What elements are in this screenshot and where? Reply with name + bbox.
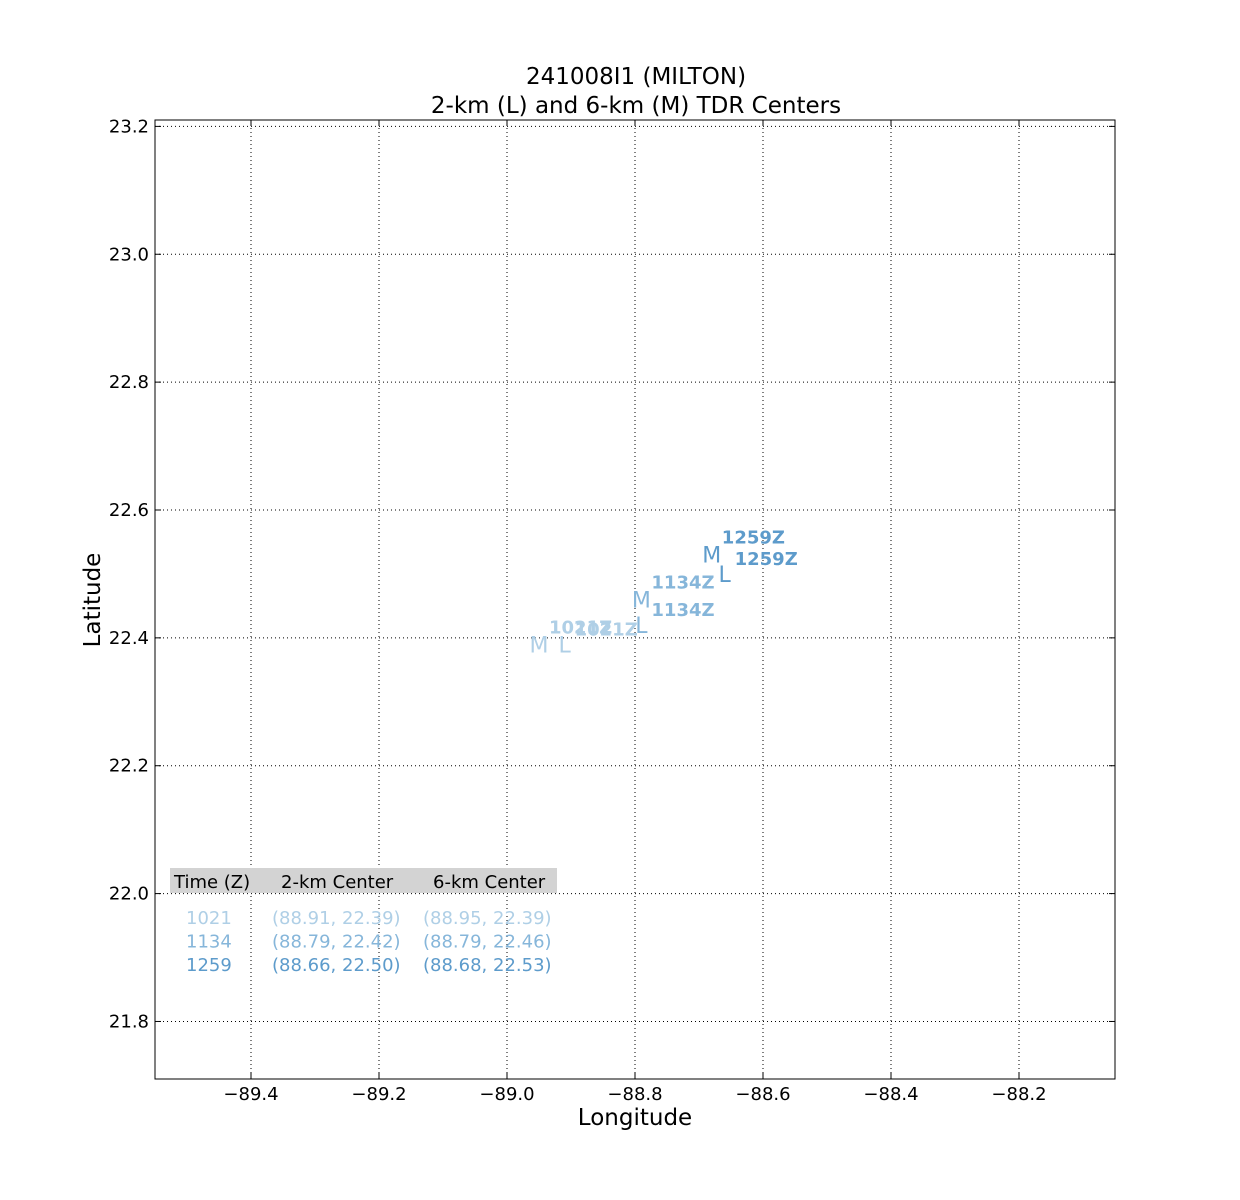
- chart-subtitle: 2-km (L) and 6-km (M) TDR Centers: [431, 93, 841, 119]
- six-km-center-marker: M: [632, 589, 651, 614]
- table-cell-time: 1021: [186, 908, 232, 929]
- two-km-time-label: 1259Z: [735, 549, 798, 570]
- y-tick-label: 22.6: [109, 500, 149, 521]
- plot-frame: [154, 119, 1116, 1080]
- six-km-time-label: 1134Z: [651, 573, 714, 594]
- y-tick-label: 23.0: [109, 244, 149, 265]
- table-header-background: [170, 868, 557, 893]
- table-header-cell: Time (Z): [173, 872, 250, 893]
- y-tick-label: 22.2: [109, 756, 149, 777]
- y-tick-label: 22.8: [109, 372, 149, 393]
- x-tick-label: −89.0: [479, 1084, 534, 1105]
- table-cell-2km-center: (88.79, 22.42): [272, 932, 401, 953]
- x-tick-label: −89.4: [223, 1084, 278, 1105]
- two-km-center-marker: L: [718, 563, 731, 588]
- y-tick-label: 22.0: [109, 884, 149, 905]
- table-cell-6km-center: (88.68, 22.53): [423, 955, 552, 976]
- y-tick-label: 22.4: [109, 628, 149, 649]
- x-axis-label: Longitude: [578, 1105, 692, 1131]
- table-header-cell: 6-km Center: [433, 872, 546, 893]
- table-header-cell: 2-km Center: [281, 872, 394, 893]
- table-cell-time: 1259: [186, 955, 232, 976]
- x-tick-label: −89.2: [351, 1084, 406, 1105]
- six-km-time-label: 1021Z: [549, 617, 612, 638]
- two-km-time-label: 1134Z: [651, 600, 714, 621]
- two-km-center-marker: L: [558, 633, 571, 658]
- x-tick-label: −88.2: [991, 1084, 1046, 1105]
- table-cell-6km-center: (88.95, 22.39): [423, 908, 552, 929]
- y-axis-label: Latitude: [80, 553, 106, 648]
- six-km-center-marker: M: [702, 544, 721, 569]
- y-tick-label: 21.8: [109, 1011, 149, 1032]
- center-table: Time (Z) 2-km Center 6-km Center 1021 (88.91…: [170, 868, 557, 976]
- six-km-center-marker: M: [530, 633, 549, 658]
- two-km-time-label: 1021Z: [575, 619, 638, 640]
- two-km-center-marker: L: [635, 614, 648, 639]
- grid: [155, 120, 1115, 1079]
- x-tick-label: −88.8: [607, 1084, 662, 1105]
- x-tick-label: −88.4: [863, 1084, 918, 1105]
- table-cell-2km-center: (88.91, 22.39): [272, 908, 401, 929]
- x-tick-label: −88.6: [735, 1084, 790, 1105]
- axis-ticks: −89.4 −89.2 −89.0 −88.8 −88.6 −88.4 −88.2 21.8 2…: [109, 116, 1115, 1105]
- table-cell-time: 1134: [186, 932, 232, 953]
- table-cell-6km-center: (88.79, 22.46): [423, 932, 552, 953]
- chart-title: 241008I1 (MILTON): [526, 64, 746, 90]
- six-km-time-label: 1259Z: [722, 528, 785, 549]
- y-tick-label: 23.2: [109, 116, 149, 137]
- table-cell-2km-center: (88.66, 22.50): [272, 955, 401, 976]
